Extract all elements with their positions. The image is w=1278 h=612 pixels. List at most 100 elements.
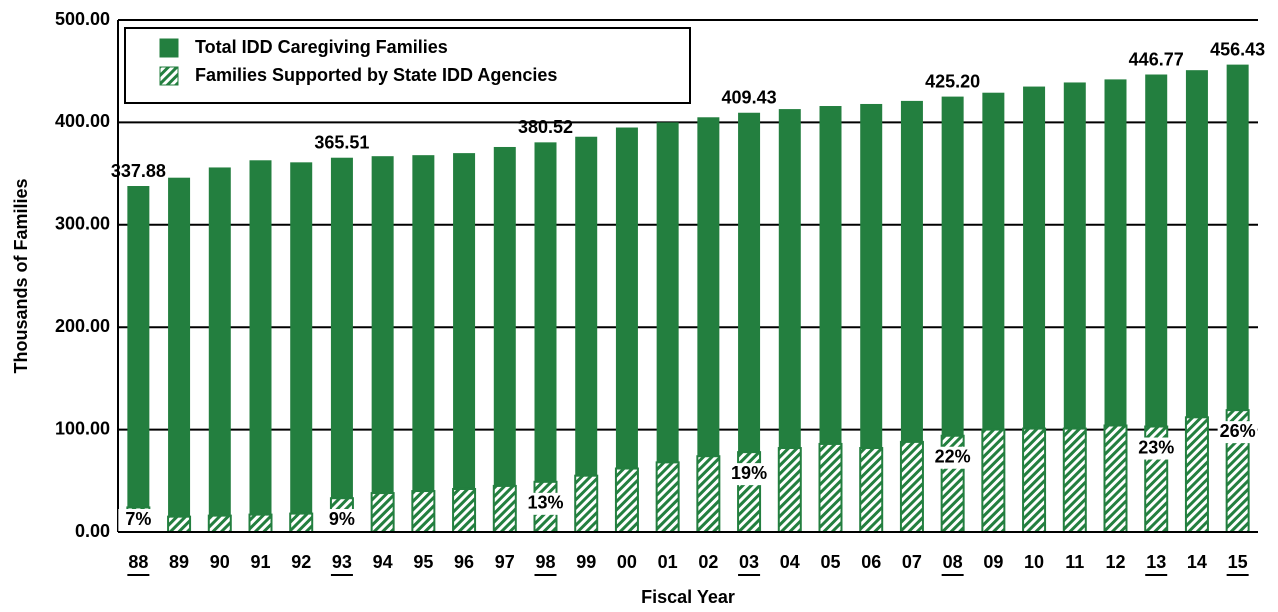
bar bbox=[656, 122, 679, 533]
x-tick-label: 93 bbox=[332, 552, 352, 572]
x-tick-label: 92 bbox=[291, 552, 311, 572]
legend-box bbox=[124, 27, 691, 104]
bar-supported bbox=[696, 455, 721, 533]
x-tick-label: 06 bbox=[861, 552, 881, 572]
bar-supported bbox=[1103, 424, 1128, 533]
x-tick-label: 99 bbox=[576, 552, 596, 572]
value-label: 380.52 bbox=[518, 117, 573, 137]
value-label: 446.77 bbox=[1129, 49, 1184, 69]
bar-supported bbox=[818, 442, 843, 534]
bar-supported bbox=[655, 461, 680, 534]
value-label: 365.51 bbox=[314, 132, 369, 152]
y-tick-label: 500.00 bbox=[55, 9, 110, 29]
bar-supported bbox=[167, 515, 192, 534]
percent-label-bg bbox=[321, 509, 362, 531]
x-tick-label: 88 bbox=[128, 552, 148, 572]
bar-supported bbox=[859, 447, 884, 534]
x-tick-label: 09 bbox=[983, 552, 1003, 572]
x-tick-label: 01 bbox=[658, 552, 678, 572]
bar bbox=[168, 177, 191, 533]
bar-supported bbox=[574, 474, 599, 533]
percent-label: 13% bbox=[527, 493, 563, 513]
percent-label: 22% bbox=[935, 446, 971, 466]
percent-label-bg bbox=[1217, 421, 1258, 444]
x-tick-label: 04 bbox=[780, 552, 800, 572]
bar bbox=[412, 155, 435, 532]
bar-supported bbox=[981, 428, 1006, 534]
percent-label-bg bbox=[525, 492, 566, 515]
value-label: 456.43 bbox=[1210, 39, 1265, 59]
bar-supported bbox=[289, 512, 314, 533]
y-tick-label: 100.00 bbox=[55, 418, 110, 438]
bar-supported bbox=[1022, 427, 1047, 533]
bar bbox=[330, 157, 353, 532]
value-label: 425.20 bbox=[925, 71, 980, 91]
x-tick-label: 14 bbox=[1187, 552, 1207, 572]
bar bbox=[453, 153, 476, 532]
bar bbox=[778, 109, 801, 532]
x-tick-label: 07 bbox=[902, 552, 922, 572]
bar bbox=[290, 162, 313, 532]
bar bbox=[127, 186, 150, 533]
y-tick-label: 200.00 bbox=[55, 316, 110, 336]
legend-swatch bbox=[159, 38, 179, 58]
bar bbox=[371, 156, 394, 532]
x-tick-label: 89 bbox=[169, 552, 189, 572]
percent-label-bg bbox=[932, 446, 973, 469]
x-tick-label: 97 bbox=[495, 552, 515, 572]
bar bbox=[697, 117, 720, 532]
x-tick-label: 00 bbox=[617, 552, 637, 572]
legend-swatch bbox=[159, 66, 179, 86]
bar-supported bbox=[1062, 427, 1087, 533]
legend-label: Families Supported by State IDD Agencies bbox=[195, 65, 557, 85]
bar-supported bbox=[207, 514, 232, 534]
bar-supported bbox=[248, 513, 273, 533]
x-tick-label: 12 bbox=[1105, 552, 1125, 572]
legend-label: Total IDD Caregiving Families bbox=[195, 37, 448, 57]
x-tick-label: 91 bbox=[250, 552, 270, 572]
x-tick-label: 90 bbox=[210, 552, 230, 572]
bar bbox=[534, 142, 557, 532]
bar bbox=[738, 112, 761, 532]
bar-supported bbox=[370, 492, 395, 534]
x-tick-label: 05 bbox=[820, 552, 840, 572]
percent-label: 19% bbox=[731, 463, 767, 483]
value-label: 409.43 bbox=[722, 87, 777, 107]
x-tick-label: 96 bbox=[454, 552, 474, 572]
percent-label-bg bbox=[729, 463, 770, 486]
value-label: 337.88 bbox=[111, 161, 166, 181]
bar bbox=[941, 96, 964, 532]
bar bbox=[1145, 74, 1168, 533]
bar-supported bbox=[614, 467, 639, 533]
bar bbox=[575, 136, 598, 532]
x-tick-label: 02 bbox=[698, 552, 718, 572]
x-tick-label: 15 bbox=[1228, 552, 1248, 572]
bar bbox=[860, 103, 883, 532]
bar bbox=[615, 127, 638, 533]
percent-label: 23% bbox=[1138, 437, 1174, 457]
percent-label: 7% bbox=[125, 509, 151, 529]
y-axis-label: Thousands of Families bbox=[11, 178, 31, 373]
y-tick-label: 0.00 bbox=[75, 521, 110, 541]
percent-label-bg bbox=[118, 509, 159, 531]
x-tick-label: 08 bbox=[943, 552, 963, 572]
percent-label-bg bbox=[1136, 437, 1177, 460]
bar-supported bbox=[492, 484, 517, 534]
bar bbox=[208, 167, 231, 532]
y-tick-label: 400.00 bbox=[55, 111, 110, 131]
x-tick-label: 95 bbox=[413, 552, 433, 572]
bar bbox=[900, 100, 923, 533]
bar-supported bbox=[411, 490, 436, 534]
x-tick-label: 94 bbox=[373, 552, 393, 572]
bar bbox=[1063, 82, 1086, 533]
x-tick-label: 98 bbox=[535, 552, 555, 572]
bar bbox=[249, 160, 272, 532]
percent-label: 9% bbox=[329, 509, 355, 529]
bar-supported bbox=[452, 487, 477, 534]
bar bbox=[1023, 86, 1046, 532]
x-tick-label: 03 bbox=[739, 552, 759, 572]
x-tick-label: 11 bbox=[1065, 552, 1084, 572]
bar-supported bbox=[1184, 416, 1209, 534]
bar bbox=[819, 106, 842, 533]
x-axis-label: Fiscal Year bbox=[641, 587, 735, 607]
